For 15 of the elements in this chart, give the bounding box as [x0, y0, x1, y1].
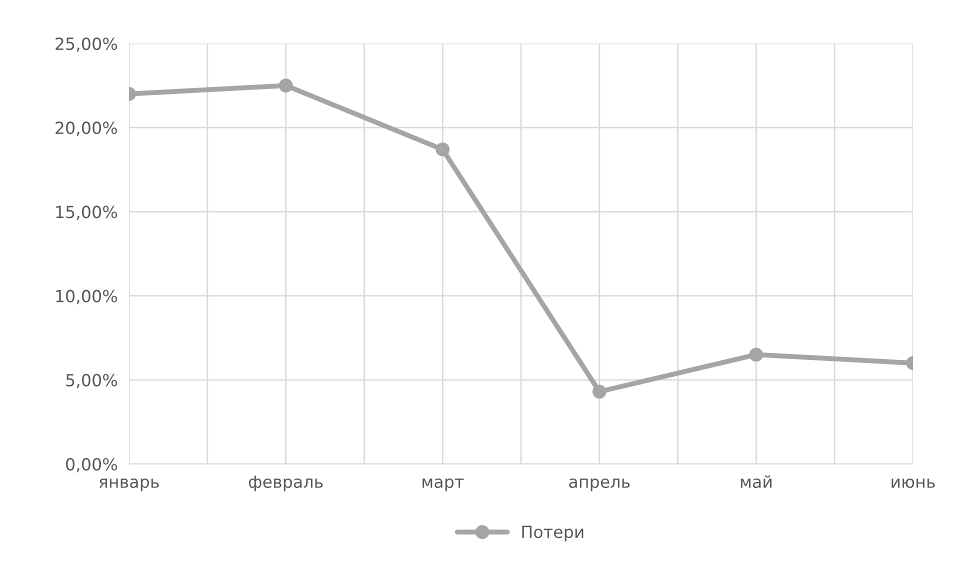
x-tick-label: май: [740, 475, 772, 488]
x-tick-label: февраль: [248, 476, 323, 492]
y-tick-label: 20,00%: [56, 122, 118, 136]
legend-label: Потери: [522, 526, 584, 542]
point: [436, 142, 450, 156]
x-tick-label: июнь: [892, 478, 935, 488]
y-tick-label: 25,00%: [56, 37, 118, 52]
y-tick-label: 5,00%: [66, 374, 118, 388]
point: [592, 384, 606, 399]
y-tick-label: 15,00%: [56, 206, 118, 220]
x-tick-label: январь: [99, 478, 159, 492]
x-tick-label: март: [422, 478, 464, 492]
y-tick-label: 0,00%: [66, 458, 118, 472]
x-tick-label: апрель: [569, 478, 630, 492]
y-tick-label: 10,00%: [56, 290, 118, 304]
